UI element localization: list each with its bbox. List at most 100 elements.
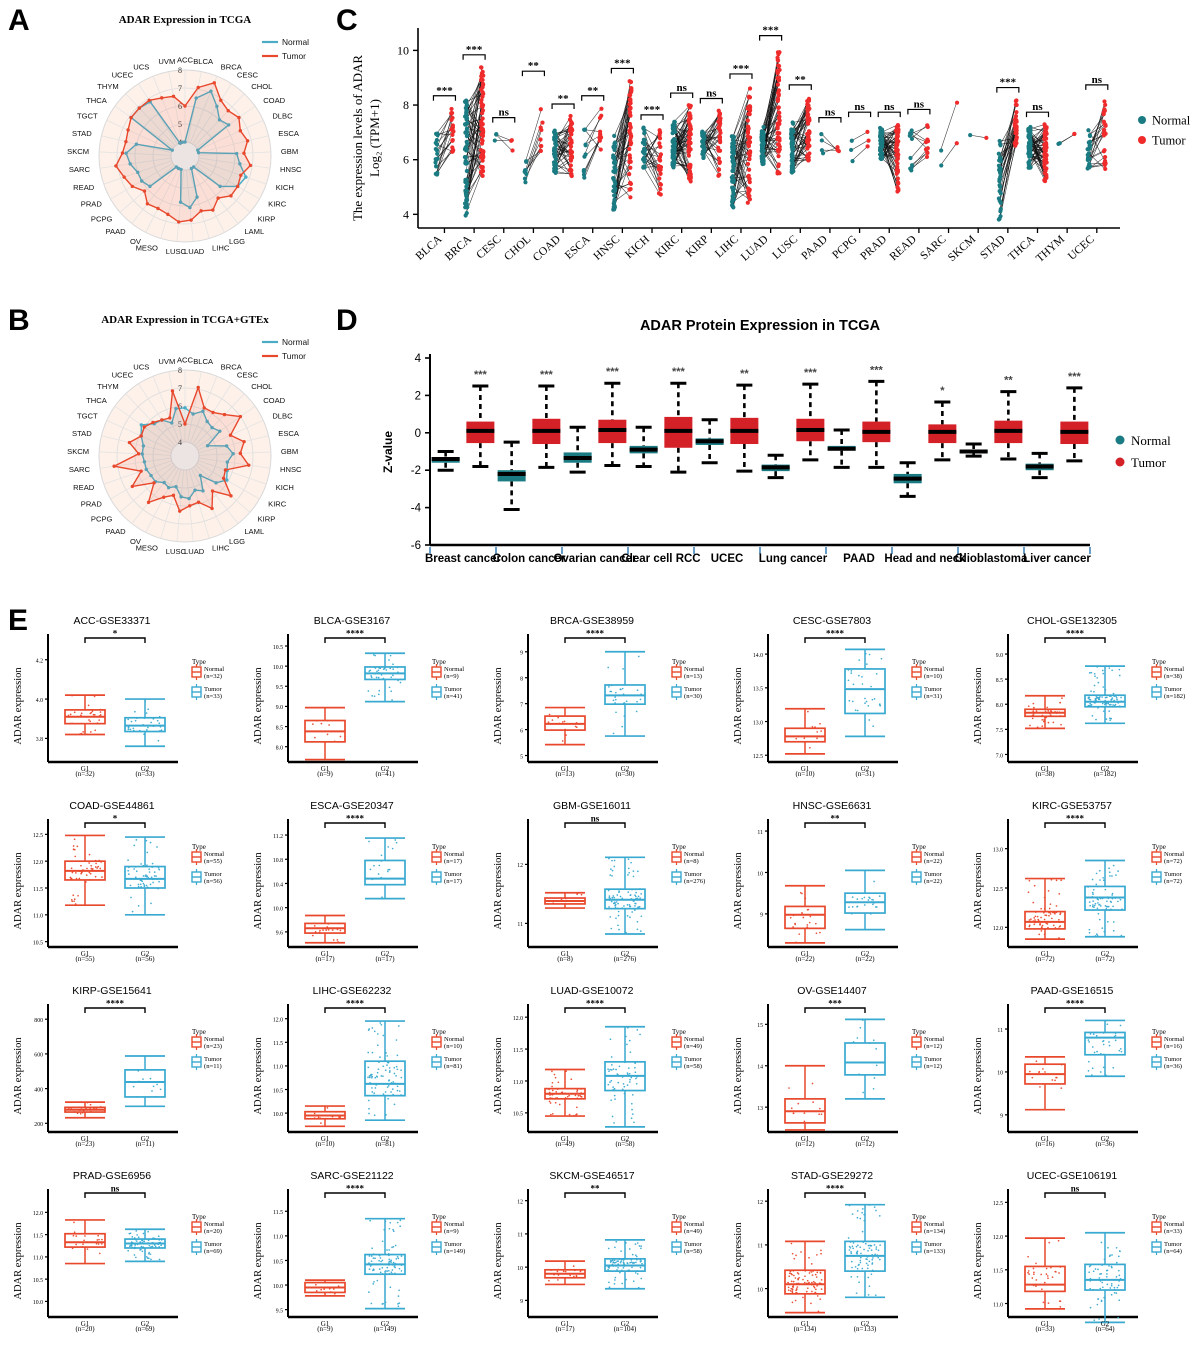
panel-e-data-point <box>80 1108 83 1111</box>
panel-c-x-axis-label: KICH <box>623 233 652 261</box>
panel-e-data-point <box>370 1302 373 1305</box>
panel-e-data-point <box>804 897 807 900</box>
panel-e-data-point <box>1092 900 1095 902</box>
panel-e-sig-bracket <box>564 637 626 643</box>
panel-e-x-group-label: G2 <box>861 1320 870 1328</box>
panel-e-data-point <box>608 1286 611 1289</box>
panel-c-pair-line <box>910 133 928 149</box>
panel-e-data-point <box>144 875 147 877</box>
panel-e-x-group-label: G1 <box>561 1135 570 1143</box>
panel-c-normal-point <box>849 138 854 143</box>
panel-e-x-group-label: G1 <box>321 1320 330 1328</box>
radar-b-axis-label: PCPG <box>91 514 113 523</box>
panel-e-data-point <box>635 1255 638 1258</box>
panel-e-data-point <box>810 1271 813 1273</box>
panel-d-y-tick-label: 0 <box>415 428 421 440</box>
panel-c-normal-point <box>996 163 1002 168</box>
panel-e-data-point <box>547 1093 549 1095</box>
panel-e-data-point <box>859 1259 862 1262</box>
panel-e-data-point <box>1050 1266 1052 1269</box>
panel-e-legend-label: Tumor <box>1164 1241 1183 1248</box>
panel-c-x-axis-label: BLCA <box>414 233 445 263</box>
panel-c-normal-point <box>552 163 558 168</box>
panel-e-data-point <box>1049 710 1052 712</box>
panel-e-data-point <box>851 1266 853 1269</box>
radar-a-spoke <box>198 157 271 169</box>
panel-e-data-point <box>137 1070 140 1072</box>
panel-e-data-point <box>75 872 77 874</box>
panel-e-data-point <box>802 916 805 919</box>
panel-e-legend-title: Type <box>192 843 206 851</box>
panel-e-data-point <box>397 1025 400 1027</box>
panel-c-tumor-point <box>569 121 574 126</box>
panel-e-sig-bracket <box>1044 822 1106 828</box>
panel-c-normal-point <box>613 181 618 186</box>
panel-e-data-point <box>1031 1277 1034 1279</box>
panel-e-data-point <box>798 933 801 936</box>
panel-e-y-tick-label: 12 <box>517 1199 523 1205</box>
panel-c-tumor-point <box>627 159 632 165</box>
panel-c-normal-point <box>434 142 440 147</box>
panel-e-data-point <box>1114 897 1117 899</box>
panel-e-data-point <box>327 923 330 925</box>
panel-e-data-point <box>138 1080 140 1083</box>
panel-e-data-point <box>371 1247 373 1250</box>
panel-e-data-point <box>805 1282 808 1285</box>
panel-e-data-point <box>89 731 92 733</box>
panel-e-data-point <box>869 897 871 900</box>
panel-e-data-point <box>373 695 376 698</box>
panel-e-data-point <box>73 848 75 851</box>
panel-e-data-point <box>150 902 152 905</box>
panel-e-data-point <box>633 1121 635 1124</box>
panel-e-data-point <box>570 1092 572 1095</box>
panel-c-tumor-point <box>481 73 486 78</box>
radar-a-spoke <box>114 105 174 149</box>
panel-c-tumor-point <box>480 168 485 174</box>
panel-e-data-point <box>863 1248 865 1251</box>
panel-e-data-point <box>86 1248 89 1250</box>
panel-c-tumor-point <box>568 144 574 149</box>
panel-e-data-point <box>867 704 870 707</box>
panel-e-data-point <box>388 686 391 689</box>
panel-e-data-point <box>873 698 876 700</box>
panel-e-data-point <box>134 1244 137 1246</box>
panel-c-pair-line <box>762 112 779 161</box>
panel-c-pair-line <box>643 135 661 151</box>
panel-c-tumor-point <box>480 116 485 121</box>
panel-e-data-point <box>380 854 383 857</box>
panel-e-data-point <box>607 888 610 891</box>
panel-e-data-point <box>151 862 154 865</box>
panel-e-data-point <box>1032 901 1035 904</box>
panel-c-normal-point <box>612 133 617 139</box>
panel-d-significance-label: *** <box>672 366 686 378</box>
panel-e-legend-label: Normal <box>1164 851 1184 858</box>
panel-e-data-point <box>139 883 142 886</box>
radar-a-data-point <box>235 184 240 189</box>
panel-e-data-point <box>630 1259 633 1261</box>
panel-c-tumor-point <box>450 123 456 128</box>
radar-b-spoke <box>131 466 177 524</box>
radar-a-spoke <box>193 166 239 224</box>
panel-e-data-point <box>100 861 102 863</box>
radar-b-spoke <box>189 376 218 444</box>
panel-c-x-axis-label: KIRP <box>684 233 712 259</box>
panel-e-data-point <box>809 915 812 918</box>
panel-e-data-point <box>1088 901 1091 903</box>
panel-e-data-point <box>628 1072 631 1075</box>
panel-e-data-point <box>630 861 632 864</box>
panel-e-data-point <box>391 1269 394 1271</box>
panel-e-data-point <box>1105 905 1108 908</box>
panel-e-data-point <box>95 870 98 872</box>
panel-e-data-point <box>141 1241 144 1244</box>
panel-e-data-point <box>576 1097 579 1100</box>
panel-e-data-point <box>622 1261 625 1263</box>
panel-c-tumor-point <box>1014 135 1019 140</box>
panel-c-tumor-point <box>745 124 751 129</box>
panel-e-data-point <box>1107 897 1110 900</box>
radar-a-data-point <box>124 151 128 155</box>
panel-e-data-point <box>83 1239 85 1242</box>
panel-e-data-point <box>337 1285 340 1287</box>
panel-c-tumor-point <box>629 88 634 93</box>
panel-c-tumor-point <box>450 132 455 137</box>
